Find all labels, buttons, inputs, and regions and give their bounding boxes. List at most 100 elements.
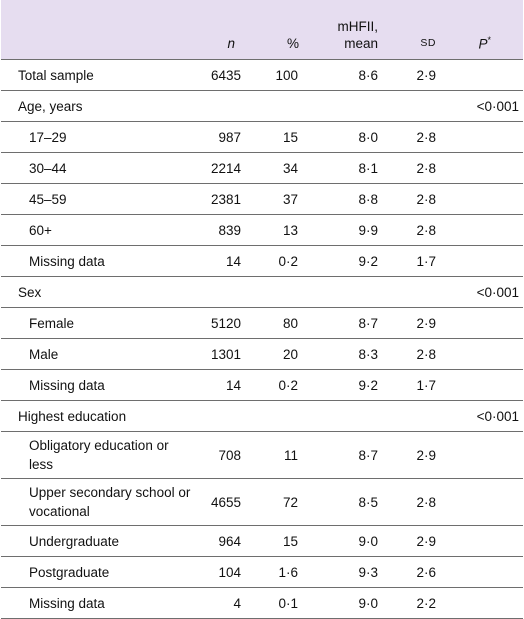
cell-mean: 9·0	[322, 525, 402, 557]
table-row: 17–29 987 15 8·0 2·8	[1, 121, 523, 153]
cell-sd: 2·2	[402, 587, 449, 619]
cell-sd: 2·9	[402, 525, 449, 557]
header-p-sup: *	[487, 34, 491, 45]
header-percent: %	[286, 36, 299, 51]
cell-sd: 2·8	[402, 338, 449, 370]
cell-mean	[322, 90, 402, 122]
cell-percent: 20	[267, 338, 322, 370]
table-row: Missing data 14 0·2 9·2 1·7	[1, 245, 523, 277]
cell-p	[449, 338, 523, 370]
row-label: Upper secondary school or vocational	[1, 478, 195, 526]
cell-p	[449, 525, 523, 557]
row-label: 17–29	[1, 121, 195, 153]
cell-n	[195, 400, 267, 432]
row-label: Highest education	[1, 400, 195, 432]
cell-sd: 2·8	[402, 214, 449, 246]
cell-percent: 15	[267, 525, 322, 557]
row-label: Undergraduate	[1, 525, 195, 557]
cell-percent: 37	[267, 183, 322, 215]
cell-mean: 8·0	[322, 121, 402, 153]
cell-p	[449, 431, 523, 479]
cell-p: <0·001	[449, 90, 523, 122]
cell-n: 1301	[195, 338, 267, 370]
table-body: Total sample 6435 100 8·6 2·9 Age, years…	[1, 59, 523, 619]
cell-n: 4655	[195, 478, 267, 526]
table-row: Undergraduate 964 15 9·0 2·9	[1, 525, 523, 557]
table-row: Age, years <0·001	[1, 90, 523, 122]
table-row: Obligatory education or less 708 11 8·7 …	[1, 431, 523, 479]
row-label: Missing data	[1, 369, 195, 401]
cell-n: 4	[195, 587, 267, 619]
cell-mean: 9·2	[322, 369, 402, 401]
cell-sd	[402, 90, 449, 122]
table-row: Total sample 6435 100 8·6 2·9	[1, 59, 523, 91]
row-label: Missing data	[1, 587, 195, 619]
cell-p: <0·001	[449, 276, 523, 308]
cell-p	[449, 556, 523, 588]
row-label: Total sample	[1, 59, 195, 91]
cell-n: 2381	[195, 183, 267, 215]
cell-sd: 1·7	[402, 369, 449, 401]
row-label: Postgraduate	[1, 556, 195, 588]
table-row: Postgraduate 104 1·6 9·3 2·6	[1, 556, 523, 588]
row-label: 45–59	[1, 183, 195, 215]
table-row: Female 5120 80 8·7 2·9	[1, 307, 523, 339]
row-label: 30–44	[1, 152, 195, 184]
cell-percent: 0·1	[267, 587, 322, 619]
header-p-letter: P	[478, 36, 488, 51]
cell-p	[449, 587, 523, 619]
cell-n: 964	[195, 525, 267, 557]
cell-n	[195, 276, 267, 308]
cell-p: <0·001	[449, 400, 523, 432]
table-header: n % mHFII, mean SD P*	[1, 0, 523, 60]
cell-mean: 8·7	[322, 431, 402, 479]
cell-mean	[322, 276, 402, 308]
header-mean-line2: mean	[344, 36, 378, 51]
cell-n: 708	[195, 431, 267, 479]
cell-percent: 80	[267, 307, 322, 339]
header-mean-line1: mHFII,	[337, 19, 379, 34]
cell-n: 14	[195, 369, 267, 401]
cell-sd: 2·8	[402, 121, 449, 153]
cell-sd: 2·8	[402, 183, 449, 215]
cell-sd	[402, 400, 449, 432]
cell-n: 2214	[195, 152, 267, 184]
cell-n: 6435	[195, 59, 267, 91]
cell-n: 839	[195, 214, 267, 246]
cell-percent: 0·2	[267, 369, 322, 401]
cell-percent: 34	[267, 152, 322, 184]
cell-sd	[402, 276, 449, 308]
row-label: Missing data	[1, 245, 195, 277]
cell-percent: 1·6	[267, 556, 322, 588]
row-label: Male	[1, 338, 195, 370]
cell-p	[449, 59, 523, 91]
cell-n: 5120	[195, 307, 267, 339]
table-row: Male 1301 20 8·3 2·8	[1, 338, 523, 370]
table-row: 60+ 839 13 9·9 2·8	[1, 214, 523, 246]
cell-percent: 0·2	[267, 245, 322, 277]
cell-sd: 2·8	[402, 478, 449, 526]
header-sd: SD	[420, 37, 436, 49]
cell-p	[449, 307, 523, 339]
cell-sd: 2·6	[402, 556, 449, 588]
row-label: 60+	[1, 214, 195, 246]
cell-n	[195, 90, 267, 122]
header-n: n	[227, 36, 235, 51]
cell-mean: 9·0	[322, 587, 402, 619]
cell-sd: 2·9	[402, 307, 449, 339]
cell-percent	[267, 400, 322, 432]
cell-percent: 72	[267, 478, 322, 526]
cell-n: 987	[195, 121, 267, 153]
cell-mean: 8·6	[322, 59, 402, 91]
cell-mean: 9·9	[322, 214, 402, 246]
cell-mean: 9·2	[322, 245, 402, 277]
cell-percent: 15	[267, 121, 322, 153]
cell-p	[449, 183, 523, 215]
cell-mean: 9·3	[322, 556, 402, 588]
table-row: 45–59 2381 37 8·8 2·8	[1, 183, 523, 215]
table-row: Missing data 4 0·1 9·0 2·2	[1, 587, 523, 619]
cell-p	[449, 245, 523, 277]
cell-percent	[267, 90, 322, 122]
cell-percent	[267, 276, 322, 308]
